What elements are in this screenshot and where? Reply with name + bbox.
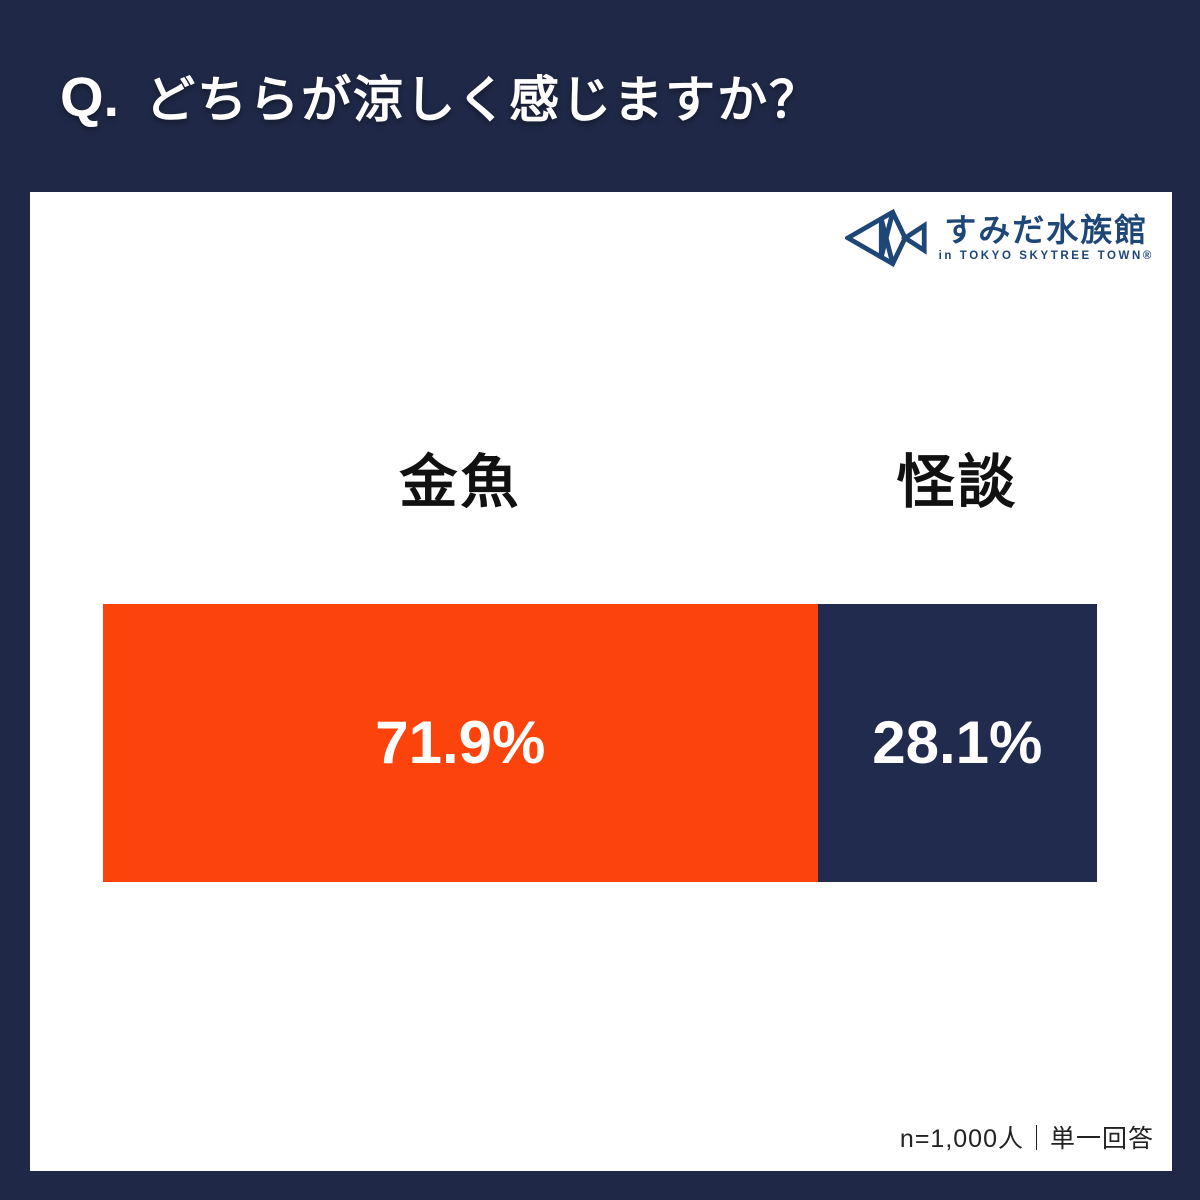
bar-segment-goldfish: 71.9% [103,604,818,882]
value-label-ghost-stories: 28.1% [872,709,1043,776]
category-label-row: 金魚 怪談 [103,454,1097,512]
fish-icon [844,208,927,268]
logo-name: すみだ水族館 [944,211,1149,248]
value-label-goldfish: 71.9% [375,709,546,776]
logo-subtitle: in TOKYO SKYTREE TOWN® [938,250,1154,263]
sample-size-note: n=1,000人｜単一回答 [899,1125,1154,1153]
question-header: Q. どちらが涼しく感じますか？ [0,0,1200,192]
bar-segment-ghost-stories: 28.1% [817,604,1097,882]
question-prefix: Q. [60,64,120,128]
stacked-bar: 71.9% 28.1% [103,604,1097,882]
question-title: どちらが涼しく感じますか？ [145,72,822,128]
aquarium-logo: すみだ水族館 in TOKYO SKYTREE TOWN® [844,206,1154,268]
category-label-ghost-stories: 怪談 [896,450,1019,515]
logo-text: すみだ水族館 in TOKYO SKYTREE TOWN® [939,212,1154,263]
survey-card: すみだ水族館 in TOKYO SKYTREE TOWN® 金魚 怪談 71.9… [30,192,1172,1171]
category-label-goldfish: 金魚 [399,450,522,515]
